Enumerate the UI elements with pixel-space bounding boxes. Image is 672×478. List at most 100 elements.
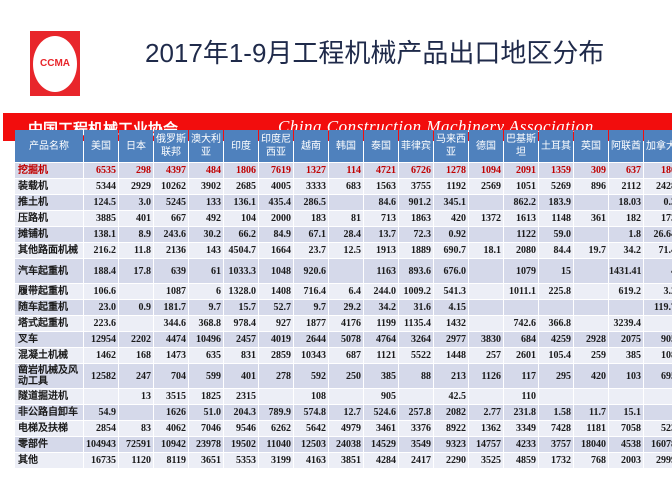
- product-name-cell: 混凝土机械: [15, 348, 83, 363]
- product-name-cell: 其他: [15, 453, 83, 468]
- value-cell: 1664: [259, 243, 293, 258]
- column-header-country: 德国: [469, 130, 503, 162]
- value-cell: 3239.4: [609, 316, 643, 331]
- value-cell: 361: [574, 211, 608, 226]
- value-cell: 2977: [434, 332, 468, 347]
- value-cell: 168: [119, 348, 153, 363]
- value-cell: 1825: [189, 389, 223, 404]
- value-cell: 11.8: [119, 243, 153, 258]
- value-cell: 204.3: [224, 405, 258, 420]
- value-cell: 905: [644, 332, 672, 347]
- value-cell: 4538: [609, 437, 643, 452]
- value-cell: 31.6: [399, 300, 433, 315]
- value-cell: 524.6: [364, 405, 398, 420]
- value-cell: 1278: [434, 163, 468, 178]
- value-cell: 1.8: [609, 227, 643, 242]
- value-cell: [329, 259, 363, 283]
- value-cell: 14757: [469, 437, 503, 452]
- value-cell: 574.8: [294, 405, 328, 420]
- value-cell: 3349: [504, 421, 538, 436]
- column-header-country: 土耳其: [539, 130, 573, 162]
- value-cell: 10496: [189, 332, 223, 347]
- value-cell: 4005: [259, 179, 293, 194]
- value-cell: 2082: [434, 405, 468, 420]
- value-cell: 2091: [504, 163, 538, 178]
- value-cell: 619.2: [609, 284, 643, 299]
- column-header-country: 韩国: [329, 130, 363, 162]
- value-cell: 14529: [364, 437, 398, 452]
- value-cell: 84.4: [539, 243, 573, 258]
- value-cell: 385: [364, 364, 398, 388]
- value-cell: 23.0: [84, 300, 118, 315]
- value-cell: 12.7: [329, 405, 363, 420]
- value-cell: 4764: [364, 332, 398, 347]
- value-cell: 34.2: [609, 243, 643, 258]
- value-cell: [469, 284, 503, 299]
- value-cell: 4163: [294, 453, 328, 468]
- value-cell: 1163: [364, 259, 398, 283]
- value-cell: 3376: [399, 421, 433, 436]
- value-cell: 8119: [154, 453, 188, 468]
- column-header-country: 美国: [84, 130, 118, 162]
- value-cell: 3830: [469, 332, 503, 347]
- value-cell: 1473: [154, 348, 188, 363]
- value-cell: 435.4: [259, 195, 293, 210]
- value-cell: 978.4: [224, 316, 258, 331]
- value-cell: 366.8: [539, 316, 573, 331]
- value-cell: 3461: [364, 421, 398, 436]
- value-cell: 7058: [609, 421, 643, 436]
- column-header-country: 泰国: [364, 130, 398, 162]
- value-cell: 8922: [434, 421, 468, 436]
- value-cell: 7046: [189, 421, 223, 436]
- value-cell: 5078: [329, 332, 363, 347]
- value-cell: 2685: [224, 179, 258, 194]
- value-cell: 1148: [539, 211, 573, 226]
- column-header-country: 日本: [119, 130, 153, 162]
- product-name-cell: 塔式起重机: [15, 316, 83, 331]
- value-cell: 10262: [154, 179, 188, 194]
- product-name-cell: 汽车起重机: [15, 259, 83, 283]
- table-row: 其他路面机械 216.2 11.8 2136 143 4504.7 1664 23.7 12.5…: [15, 243, 672, 258]
- value-cell: [574, 284, 608, 299]
- value-cell: 181.7: [154, 300, 188, 315]
- value-cell: 1135.4: [399, 316, 433, 331]
- value-cell: 2859: [259, 348, 293, 363]
- product-name-cell: 其他路面机械: [15, 243, 83, 258]
- value-cell: 920.6: [294, 259, 328, 283]
- value-cell: 15: [539, 259, 573, 283]
- value-cell: 2457: [224, 332, 258, 347]
- value-cell: 1009.2: [399, 284, 433, 299]
- value-cell: 4019: [259, 332, 293, 347]
- value-cell: 1372: [469, 211, 503, 226]
- value-cell: 9323: [434, 437, 468, 452]
- value-cell: 26.64: [644, 227, 672, 242]
- value-cell: 1359: [539, 163, 573, 178]
- value-cell: 3515: [154, 389, 188, 404]
- value-cell: [469, 316, 503, 331]
- value-cell: 295: [539, 364, 573, 388]
- value-cell: 4233: [504, 437, 538, 452]
- value-cell: 12954: [84, 332, 118, 347]
- product-name-cell: 推土机: [15, 195, 83, 210]
- value-cell: 19.7: [574, 243, 608, 258]
- product-name-cell: 压路机: [15, 211, 83, 226]
- value-cell: 259: [574, 348, 608, 363]
- value-cell: 1408: [259, 284, 293, 299]
- column-header-country: 马来西亚: [434, 130, 468, 162]
- value-cell: 54.9: [84, 405, 118, 420]
- value-cell: [399, 389, 433, 404]
- value-cell: 84.9: [259, 227, 293, 242]
- value-cell: 420: [434, 211, 468, 226]
- value-cell: 344.6: [154, 316, 188, 331]
- value-cell: 34.2: [364, 300, 398, 315]
- value-cell: 5245: [154, 195, 188, 210]
- table-row: 电梯及扶梯 2854 83 4062 7046 9546 6262 5642 4979 3461 3…: [15, 421, 672, 436]
- value-cell: [469, 389, 503, 404]
- value-cell: [539, 389, 573, 404]
- value-cell: 213: [434, 364, 468, 388]
- value-cell: 1863: [399, 211, 433, 226]
- value-cell: [469, 259, 503, 283]
- value-cell: 225.8: [539, 284, 573, 299]
- value-cell: [574, 195, 608, 210]
- value-cell: 927: [259, 316, 293, 331]
